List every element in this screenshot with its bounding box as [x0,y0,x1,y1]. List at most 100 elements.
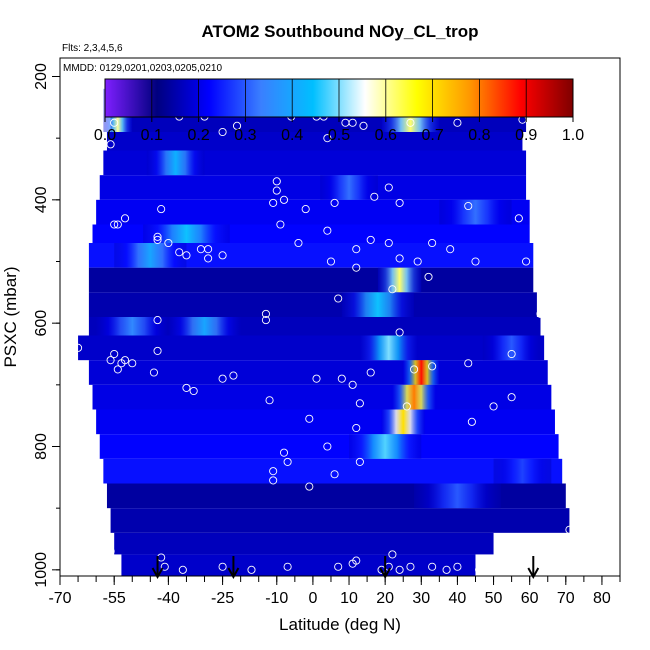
sample-point [218,374,227,383]
x-tick-label: 80 [593,590,611,607]
heatmap-hotspot [381,409,425,435]
sample-point [120,214,130,223]
sample-point [218,562,227,571]
colorbar-tick-label: 0.5 [328,127,350,144]
colorbar-tick-label: 0.3 [234,127,256,144]
sample-point [428,562,437,571]
heatmap-band [78,335,545,361]
sample-point [475,565,484,574]
sample-point [305,414,314,423]
sample-point [352,556,361,565]
x-tick-label: 20 [376,590,394,607]
sample-point [428,238,437,248]
sample-point [446,245,455,254]
sample-point [272,177,281,186]
heatmap-hotspot [377,267,422,293]
sample-point [153,235,162,244]
heatmap-hotspot [414,483,501,509]
sample-point [110,220,119,229]
hotspot-group [96,79,552,509]
heatmap-hotspot [439,199,512,225]
sample-point [128,359,137,368]
x-tick-label: -55 [103,590,126,607]
heatmap-hotspot [341,292,415,317]
sample-point [218,251,227,260]
x-tick-label: 40 [449,590,467,607]
sample-point [514,214,523,223]
sample-point [323,226,332,235]
sample-point [323,134,332,143]
arrow-marker [227,556,240,580]
heatmap-band [99,434,559,459]
heatmap-hotspot [146,150,205,176]
x-tick-label: -10 [265,590,288,607]
sample-point [272,186,281,195]
sample-point [453,562,462,571]
x-tick-label: 50 [485,590,503,607]
colorbar-tick-label: 0.2 [187,127,209,144]
sample-point [120,356,130,365]
sample-point [388,285,397,294]
sample-point [413,257,422,266]
sample-point [489,402,498,411]
sample-point [395,198,404,207]
sample-point [467,417,476,426]
sample-point [366,368,375,377]
sample-point [330,470,339,479]
sample-point [464,359,473,368]
sample-point [182,251,191,260]
sample-point [261,309,270,318]
sample-point [113,365,122,374]
y-tick-label: 800 [33,433,50,460]
heatmap-hotspot [349,434,422,459]
y-tick-label: 200 [33,63,50,90]
sample-point [301,205,310,214]
sample-point [131,69,140,78]
y-axis: 200 400 600 800 1000 [33,63,60,588]
sample-point [406,118,415,127]
x-tick-label: 60 [521,590,539,607]
x-tick-label: 70 [557,590,575,607]
sample-point [424,272,433,281]
plot-frame [59,57,621,577]
heatmap-band [88,267,534,293]
heatmap-band [106,132,523,151]
colorbar-tick-label: 0.6 [375,127,397,144]
sample-point [326,257,336,266]
x-axis-label: Latitude (deg N) [279,615,401,634]
heatmap-band [114,532,494,555]
sample-point [522,257,531,266]
sample-point [110,349,119,359]
dates-label: MMDD: 0129,0201,0203,0205,0210 [63,63,222,74]
sample-point [175,248,184,257]
colorbar-tick-label: 0.9 [515,127,537,144]
sample-point [471,257,480,266]
sample-point [352,245,361,254]
sample-point [153,316,162,325]
heatmap-hotspot [359,335,418,361]
sample-point [218,127,227,137]
arrow-marker [527,556,540,580]
sample-point [337,374,346,383]
sample-point [269,476,278,485]
sample-point [355,457,364,466]
heatmap-hotspot [381,113,440,132]
sample-point [153,346,162,355]
sample-point [565,525,574,534]
sample-point [269,467,278,476]
band-group [78,79,570,576]
sample-point [74,343,83,352]
sample-point [157,205,166,214]
sample-point [279,195,289,204]
sample-point [164,238,173,248]
sample-point [106,356,115,365]
sample-point [334,562,343,571]
sample-point [410,365,419,374]
sample-point [229,371,238,380]
heatmap-hotspot [482,335,541,361]
sample-point [113,220,122,229]
sample-point [507,393,516,402]
sample-point [507,349,516,359]
heatmap-hotspot [403,360,440,385]
colorbar-tick-label: 0.4 [281,127,303,144]
